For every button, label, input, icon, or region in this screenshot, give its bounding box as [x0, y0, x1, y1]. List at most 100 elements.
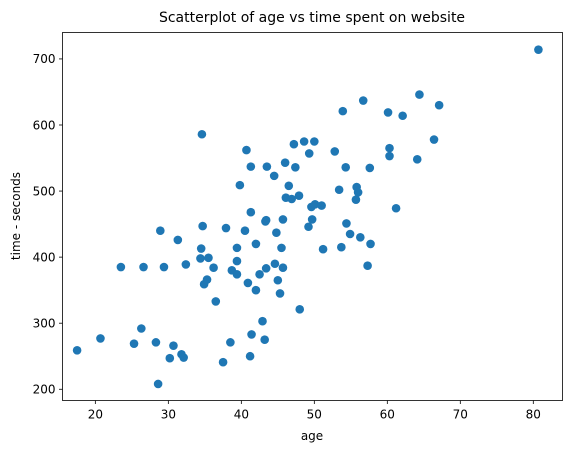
data-point [351, 195, 361, 204]
data-point [159, 262, 169, 272]
data-point [317, 201, 326, 210]
data-point [255, 270, 264, 279]
data-point [429, 135, 439, 144]
data-point [278, 215, 288, 224]
y-axis: 200 300 400 500 600 700 [33, 52, 63, 397]
data-point [153, 379, 163, 389]
data-point [258, 316, 267, 326]
data-point [383, 108, 393, 117]
data-point [196, 254, 205, 263]
y-tick-label: 200 [33, 383, 56, 397]
data-point [251, 239, 261, 249]
data-point [272, 228, 281, 237]
data-point [232, 243, 242, 253]
data-point [151, 338, 161, 347]
data-point [243, 278, 253, 288]
data-point [534, 45, 543, 54]
data-point [365, 163, 375, 173]
data-point [181, 260, 191, 269]
data-point [211, 297, 221, 306]
data-point [261, 215, 271, 225]
data-point [246, 207, 256, 217]
data-point [72, 345, 82, 355]
data-point [385, 143, 394, 153]
data-point [232, 256, 242, 266]
x-tick-label: 80 [526, 408, 541, 422]
data-point [116, 262, 126, 272]
data-point [270, 259, 280, 269]
data-point [345, 229, 355, 239]
data-point [139, 262, 148, 272]
x-axis-label: age [301, 429, 323, 443]
data-point [260, 335, 269, 345]
data-point [275, 289, 285, 298]
data-point [129, 339, 139, 348]
data-point [277, 243, 286, 253]
data-point [198, 221, 207, 231]
data-point [196, 244, 206, 253]
y-tick-label: 400 [33, 250, 56, 264]
data-point [291, 162, 300, 172]
data-point [412, 155, 422, 164]
y-tick-label: 600 [33, 118, 56, 132]
x-tick-label: 30 [161, 408, 176, 422]
data-point [363, 261, 372, 271]
data-point [226, 338, 235, 347]
data-point [261, 264, 271, 273]
data-point [232, 270, 242, 279]
x-tick-label: 20 [88, 408, 103, 422]
x-tick-label: 60 [380, 408, 395, 422]
data-point [295, 305, 305, 314]
data-point [197, 129, 207, 139]
data-point [330, 147, 340, 156]
y-tick-label: 700 [33, 52, 56, 66]
data-point [242, 145, 251, 155]
data-point [391, 203, 401, 213]
data-point [269, 171, 279, 181]
data-point [415, 90, 424, 99]
data-point [221, 223, 231, 233]
data-point [304, 222, 313, 232]
data-point [247, 330, 256, 339]
x-tick-label: 50 [307, 408, 322, 422]
y-tick-label: 300 [33, 317, 56, 331]
data-point [287, 194, 297, 204]
data-point [202, 275, 212, 284]
data-point [179, 353, 188, 362]
data-point [246, 162, 256, 171]
data-point [385, 151, 394, 161]
data-point [273, 275, 283, 285]
data-point [366, 239, 375, 249]
data-point [245, 351, 255, 361]
plot-frame [62, 32, 563, 401]
plot-area [72, 45, 543, 389]
y-axis-label: time - seconds [9, 172, 23, 260]
data-point [156, 226, 165, 235]
data-point [235, 180, 245, 190]
data-point [398, 111, 407, 121]
data-point [342, 219, 351, 228]
x-axis: 20 30 40 50 60 70 80 [88, 400, 541, 422]
data-point [353, 188, 363, 197]
x-tick-label: 70 [453, 408, 468, 422]
data-point [204, 253, 213, 263]
data-point [262, 162, 272, 171]
data-point [289, 139, 299, 149]
data-point [304, 149, 314, 158]
data-point [165, 353, 175, 363]
data-point [334, 185, 344, 195]
data-point [251, 285, 261, 295]
data-point [278, 263, 288, 273]
data-point [137, 324, 146, 333]
data-point [310, 199, 320, 209]
x-tick-label: 40 [234, 408, 249, 422]
data-point [294, 191, 304, 200]
y-tick-label: 500 [33, 184, 56, 198]
data-point [356, 233, 365, 242]
data-point [284, 181, 294, 191]
data-point [310, 137, 319, 146]
data-point [240, 226, 250, 235]
data-point [318, 244, 328, 254]
data-point [358, 96, 368, 105]
